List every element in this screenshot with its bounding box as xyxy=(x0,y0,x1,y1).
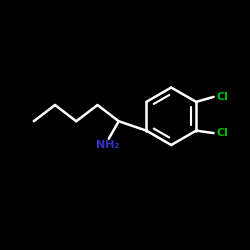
Text: Cl: Cl xyxy=(216,92,228,102)
Text: Cl: Cl xyxy=(216,128,228,138)
Text: NH₂: NH₂ xyxy=(96,140,119,150)
